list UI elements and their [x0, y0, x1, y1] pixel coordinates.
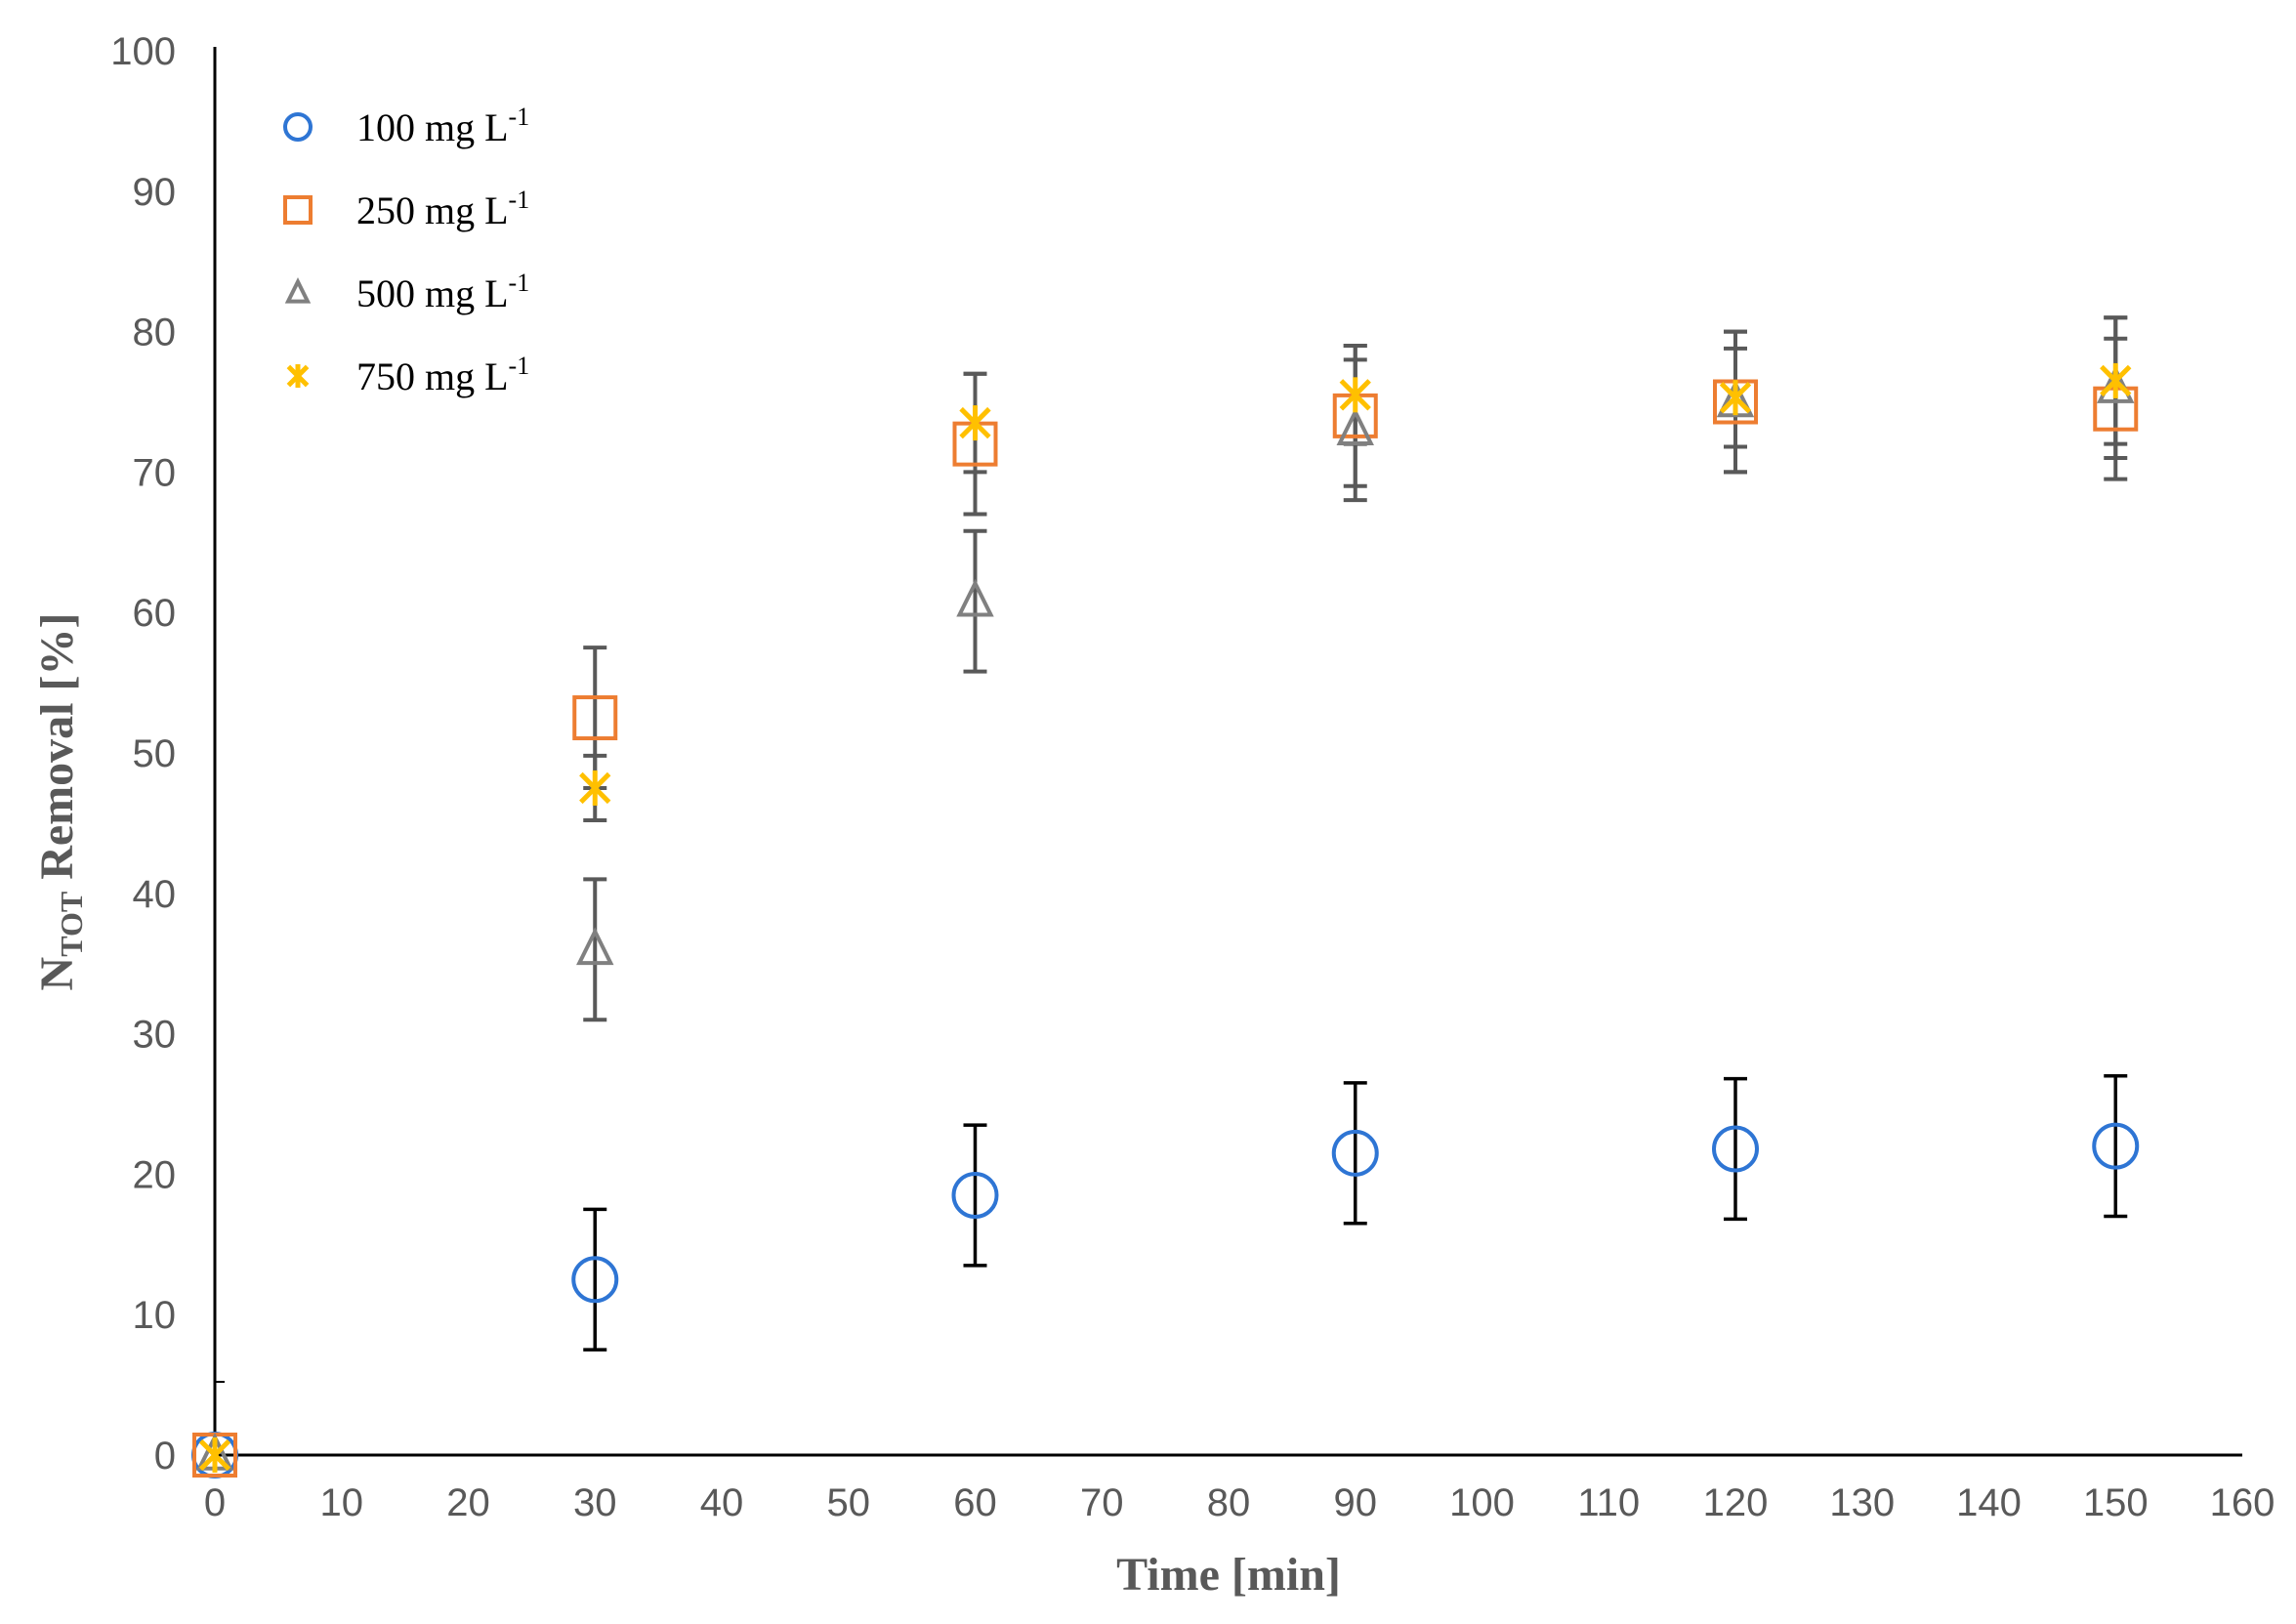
- y-axis-title-main: N: [31, 956, 83, 990]
- x-tick-label: 80: [1207, 1481, 1251, 1524]
- error-bars-series-0: [583, 1073, 2128, 1352]
- marker-circle: [2092, 1122, 2140, 1170]
- marker-circle: [571, 1256, 619, 1304]
- marker-triangle: [284, 277, 312, 304]
- x-tick-label: 40: [700, 1481, 744, 1524]
- y-tick-label: 0: [154, 1435, 176, 1478]
- marker-asterisk: [2100, 362, 2132, 398]
- marker-asterisk: [1339, 377, 1371, 413]
- x-tick-label: 140: [1956, 1481, 2022, 1524]
- marker-square: [283, 195, 313, 225]
- series-0-points: [191, 1122, 2140, 1478]
- y-tick-label: 80: [133, 312, 177, 354]
- x-tick-label: 120: [1703, 1481, 1769, 1524]
- legend-label-text: 500 mg L: [356, 271, 509, 315]
- x-tick-label: 30: [573, 1481, 617, 1524]
- marker-triangle: [1336, 407, 1374, 446]
- x-tick-label: 160: [2210, 1481, 2275, 1524]
- y-tick-label: 60: [133, 592, 177, 635]
- x-tick-label: 0: [204, 1481, 226, 1524]
- legend-item: 250 mg L-1: [283, 186, 529, 232]
- y-tick-label: 30: [133, 1014, 177, 1057]
- marker-square: [572, 695, 618, 741]
- marker-asterisk: [1719, 380, 1752, 416]
- series-2-points: [195, 365, 2135, 1471]
- legend-label-text: 100 mg L: [356, 105, 509, 149]
- legend-label-superscript: -1: [509, 269, 530, 297]
- marker-asterisk: [286, 364, 310, 388]
- y-axis-title: NTOT Removal [%]: [31, 613, 89, 991]
- x-tick-label: 100: [1449, 1481, 1515, 1524]
- legend-label-superscript: -1: [509, 352, 530, 380]
- x-tick-label: 50: [827, 1481, 871, 1524]
- series-3-points: [198, 362, 2132, 1473]
- y-axis-title-subscript: TOT: [54, 892, 89, 957]
- x-tick-label: 60: [953, 1481, 997, 1524]
- y-tick-label: 20: [133, 1153, 177, 1196]
- legend-label-text: 750 mg L: [356, 354, 509, 398]
- x-tick-label: 90: [1334, 1481, 1378, 1524]
- x-tick-label: 130: [1829, 1481, 1895, 1524]
- marker-asterisk: [198, 1437, 231, 1473]
- error-bars: [583, 315, 2128, 1352]
- y-tick-label: 100: [110, 30, 176, 73]
- legend-item: 750 mg L-1: [286, 352, 529, 398]
- legend-label-superscript: -1: [509, 103, 530, 131]
- series-1-points: [192, 379, 2139, 1478]
- x-tick-label: 110: [1577, 1481, 1640, 1524]
- marker-triangle: [576, 927, 614, 966]
- y-tick-label: 50: [133, 732, 177, 775]
- legend-item: 500 mg L-1: [284, 269, 529, 315]
- marker-triangle: [1716, 379, 1755, 418]
- y-tick-label: 10: [133, 1294, 177, 1337]
- y-tick-label: 90: [133, 171, 177, 214]
- legend-label-superscript: -1: [509, 186, 530, 214]
- x-tick-label: 20: [446, 1481, 490, 1524]
- axes: 0 10 20 30 40 50 60 70 80 90 100 110 120 130 140 150 160…: [110, 30, 2275, 1524]
- legend-label: 750 mg L-1: [356, 352, 529, 398]
- y-tick-label: 40: [133, 873, 177, 916]
- legend-label: 100 mg L-1: [356, 103, 529, 149]
- legend-label: 250 mg L-1: [356, 186, 529, 232]
- marker-circle: [951, 1171, 999, 1219]
- marker-asterisk: [959, 405, 991, 441]
- x-tick-label: 10: [320, 1481, 364, 1524]
- legend-item: 100 mg L-1: [283, 103, 529, 149]
- legend-label: 500 mg L-1: [356, 269, 529, 315]
- marker-circle: [283, 112, 313, 142]
- legend-label-text: 250 mg L: [356, 188, 509, 232]
- data-markers: [191, 362, 2140, 1478]
- y-axis-title-rest: Removal [%]: [31, 613, 83, 892]
- marker-circle: [1331, 1129, 1379, 1177]
- marker-asterisk: [579, 770, 611, 806]
- x-tick-label: 70: [1080, 1481, 1124, 1524]
- marker-triangle: [956, 578, 994, 617]
- y-tick-label: 70: [133, 451, 177, 494]
- marker-circle: [1712, 1125, 1759, 1173]
- x-tick-label: 150: [2083, 1481, 2149, 1524]
- x-axis-title: Time [min]: [1116, 1549, 1341, 1601]
